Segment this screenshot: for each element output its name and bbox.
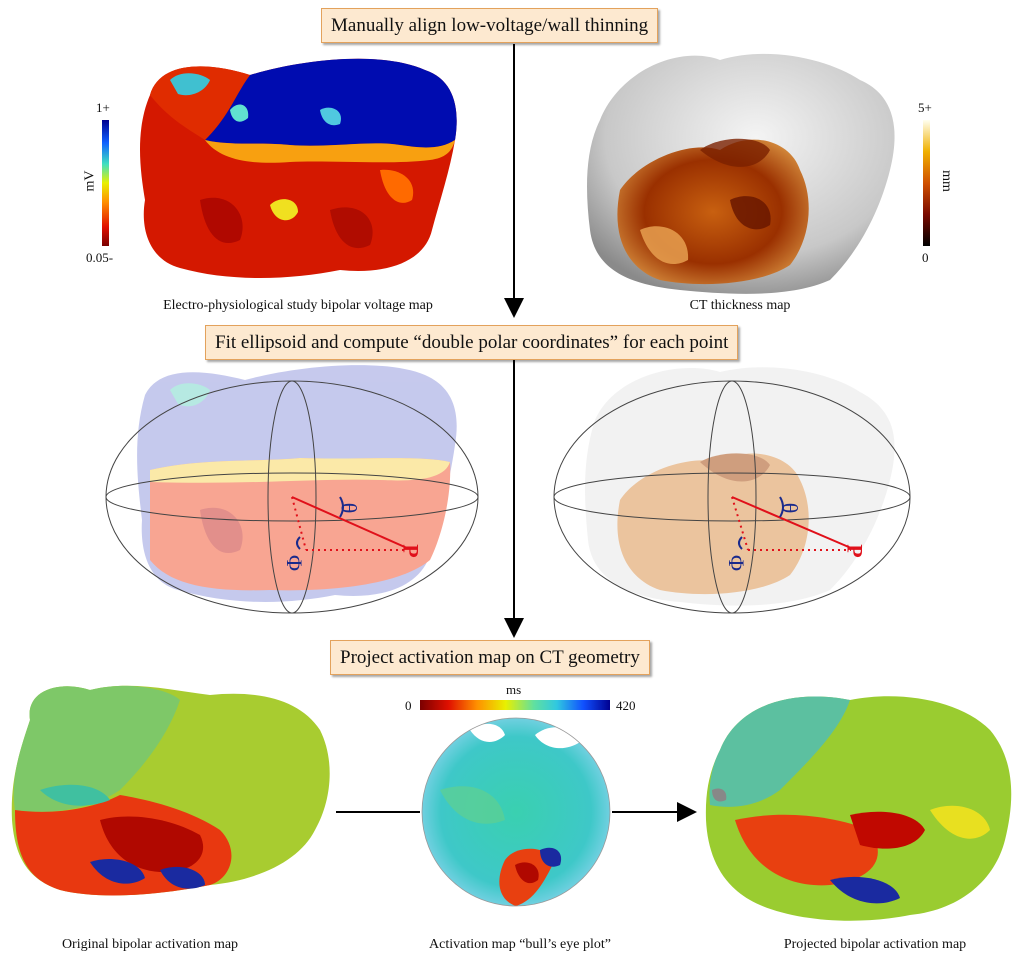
phi-label-right: Φ bbox=[724, 554, 750, 572]
voltage-unit-label: mV bbox=[82, 170, 98, 192]
theta-label-right: θ bbox=[777, 502, 803, 514]
phi-label-left: Φ bbox=[282, 554, 308, 572]
activation-unit-label: ms bbox=[506, 682, 522, 697]
caption-ct-map: CT thickness map bbox=[689, 298, 791, 313]
voltage-map-surface bbox=[140, 58, 457, 278]
projected-activation-surface bbox=[705, 696, 1012, 921]
caption-bulls-eye: Activation map “bull’s eye plot” bbox=[429, 937, 611, 952]
ellipsoid-ct-panel bbox=[553, 367, 911, 614]
original-activation-surface bbox=[11, 685, 330, 896]
voltage-colorbar bbox=[102, 120, 109, 246]
ellipsoid-meridian bbox=[267, 380, 317, 614]
thickness-colorbar bbox=[923, 120, 930, 246]
step-box-align: Manually align low-voltage/wall thinning bbox=[321, 8, 659, 43]
ct-thickness-surface bbox=[587, 53, 895, 294]
step-box-project: Project activation map on CT geometry bbox=[330, 640, 650, 675]
step-box-fit-ellipsoid: Fit ellipsoid and compute “double polar … bbox=[205, 325, 739, 360]
caption-voltage-map: Electro-physiological study bipolar volt… bbox=[163, 298, 433, 313]
activation-scale-max: 420 bbox=[616, 698, 636, 713]
voltage-scale-min: 0.05- bbox=[86, 250, 114, 265]
theta-label-left: θ bbox=[336, 502, 362, 514]
bulls-eye-plot bbox=[421, 717, 611, 907]
ellipsoid-voltage-panel bbox=[105, 365, 479, 614]
caption-original-activation: Original bipolar activation map bbox=[61, 937, 239, 952]
point-label-left: P bbox=[398, 544, 424, 558]
ellipsoid-equator bbox=[553, 472, 911, 522]
activation-colorbar bbox=[420, 700, 610, 710]
point-label-right: P bbox=[842, 544, 868, 558]
voltage-scale-max: 1+ bbox=[96, 100, 110, 115]
ellipsoid-equator bbox=[105, 472, 479, 522]
thickness-scale-min: 0 bbox=[922, 250, 929, 265]
caption-projected-activation: Projected bipolar activation map bbox=[783, 937, 967, 952]
ellipsoid-meridian bbox=[707, 380, 757, 614]
activation-scale-min: 0 bbox=[405, 698, 412, 713]
thickness-unit-label: mm bbox=[938, 170, 954, 192]
thickness-scale-max: 5+ bbox=[918, 100, 932, 115]
